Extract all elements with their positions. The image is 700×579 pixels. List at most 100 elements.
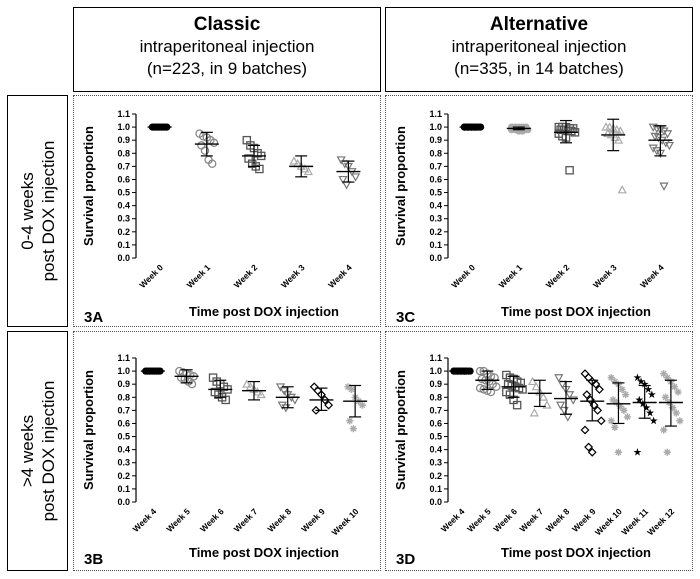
y-tick-label: 1.0 [429, 122, 442, 132]
data-point [594, 384, 604, 394]
data-point [633, 448, 642, 456]
data-point [344, 383, 352, 391]
data-point [642, 403, 651, 412]
header-alternative-title: Alternative [489, 14, 589, 35]
data-point [607, 374, 615, 382]
data-point [475, 383, 485, 393]
data-point [564, 391, 575, 400]
x-tick-label: Week 5 [465, 506, 493, 534]
data-point [320, 395, 330, 405]
y-tick-label: 0.1 [429, 240, 442, 250]
header-classic-title: Classic [193, 14, 261, 35]
data-point [324, 400, 334, 410]
y-tick-label: 0.5 [429, 188, 442, 198]
data-point [603, 128, 613, 138]
data-point [646, 408, 655, 417]
data-point [256, 389, 266, 399]
x-tick-label: Week 2 [544, 262, 572, 290]
x-tick-label: Week 10 [593, 506, 624, 537]
data-group [309, 382, 334, 415]
panel-tag: 3D [396, 551, 415, 568]
data-group [242, 379, 266, 401]
data-group [554, 119, 580, 175]
header-classic: Classic intraperitoneal injection (n=223… [73, 7, 381, 92]
data-point [614, 448, 623, 456]
data-group [194, 129, 219, 168]
y-tick-label: 0.8 [117, 392, 130, 402]
data-point [492, 382, 501, 392]
data-point [187, 379, 197, 389]
data-point [607, 417, 615, 425]
y-tick-label: 0.1 [117, 240, 130, 250]
data-point [486, 387, 496, 397]
panel-3d: 0.0 0.1 0.2 0.3 0.4 0.5 0.6 0.7 0.8 0.9 1.0 1.1 Surv… [385, 331, 693, 571]
data-point [587, 447, 597, 457]
y-tick-label: 0.5 [117, 188, 130, 198]
data-point [176, 373, 186, 382]
y-axis-label: Survival proportion [81, 126, 96, 246]
data-point [338, 175, 348, 185]
data-point [531, 381, 541, 391]
y-tick-label: 0.8 [117, 148, 130, 158]
x-tick-label: Week 2 [232, 262, 260, 290]
data-point [529, 408, 539, 417]
data-point [555, 401, 566, 410]
data-point [652, 147, 662, 156]
data-group [475, 366, 501, 397]
data-point [527, 376, 538, 386]
x-axis-label: Time post DOX injection [501, 304, 651, 319]
data-point [613, 398, 621, 407]
data-point [648, 144, 658, 153]
x-axis-label: Time post DOX injection [189, 545, 339, 560]
panel-3c: 0.0 0.1 0.2 0.3 0.4 0.5 0.6 0.7 0.8 0.9 1.0 1.1 Surv… [385, 95, 693, 327]
data-point [623, 413, 632, 421]
x-tick-label: Week 7 [518, 506, 546, 534]
x-tick-label: Week 8 [265, 506, 293, 534]
data-point [593, 405, 603, 415]
y-tick-label: 0.0 [429, 253, 442, 263]
panel-3b: 0.0 0.1 0.2 0.3 0.4 0.5 0.6 0.7 0.8 0.9 1.0 1.1 Surv… [73, 331, 381, 571]
chart-3c: 0.0 0.1 0.2 0.3 0.4 0.5 0.6 0.7 0.8 0.9 1.0 1.1 Surv… [393, 109, 675, 326]
row-label-bottom-line1: >4 weeks [17, 414, 37, 488]
data-point [346, 417, 354, 425]
data-point [659, 127, 669, 136]
header-alternative-line1: intraperitoneal injection [451, 37, 627, 56]
x-tick-label: Week 0 [137, 262, 165, 290]
x-tick-label: Week 0 [449, 262, 477, 290]
data-point [609, 396, 617, 404]
header-classic-line1: intraperitoneal injection [139, 37, 315, 56]
y-tick-label: 0.7 [429, 161, 442, 171]
x-tick-label: Week 3 [591, 262, 619, 290]
data-point [635, 395, 644, 404]
data-point [512, 400, 522, 410]
data-point [518, 385, 527, 394]
data-point [650, 132, 660, 142]
y-tick-label: 0.3 [117, 214, 130, 224]
x-axis-label: Time post DOX injection [189, 304, 339, 319]
row-label-top-line1: 0-4 weeks [17, 172, 37, 250]
data-point [589, 400, 599, 410]
data-point [252, 387, 263, 396]
y-tick-label: 0.1 [429, 484, 442, 494]
x-tick-label: Week 4 [638, 262, 666, 290]
data-group [336, 156, 361, 190]
data-point [336, 156, 346, 165]
data-point [538, 392, 548, 401]
y-tick-label: 0.0 [117, 253, 130, 263]
data-point [477, 374, 487, 384]
x-tick-label: Week 1 [497, 262, 525, 290]
x-tick-label: Week 5 [164, 506, 192, 534]
data-point [584, 442, 594, 452]
data-point [616, 402, 624, 411]
y-axis-label: Survival proportion [393, 126, 408, 246]
y-tick-label: 1.1 [117, 353, 130, 363]
data-point [255, 164, 264, 174]
x-tick-label: Week 6 [491, 506, 519, 534]
y-tick-label: 0.1 [117, 484, 130, 494]
y-tick-label: 0.4 [429, 445, 442, 455]
data-point [612, 124, 622, 134]
y-axis-label: Survival proportion [81, 370, 96, 490]
y-tick-label: 0.0 [117, 497, 130, 507]
data-point [638, 399, 647, 408]
data-point [622, 391, 630, 399]
